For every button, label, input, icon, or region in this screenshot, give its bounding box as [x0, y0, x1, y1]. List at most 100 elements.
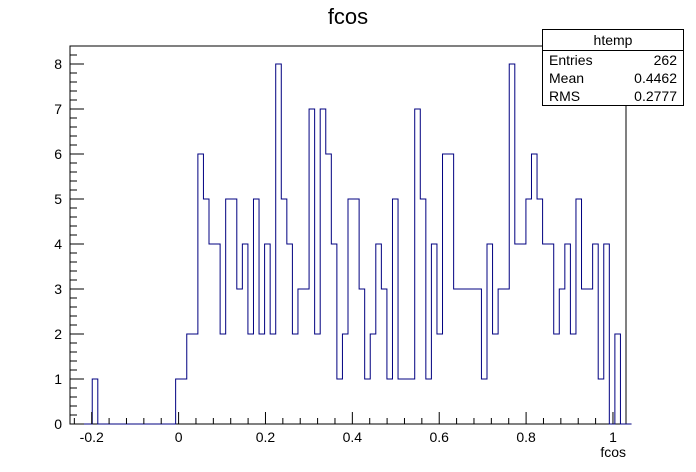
histogram-bin — [582, 289, 588, 424]
histogram-bin — [276, 64, 282, 424]
histogram-bin — [376, 244, 382, 424]
histogram-bin — [298, 289, 304, 424]
y-tick-label: 0 — [54, 416, 62, 432]
histogram-bin — [237, 289, 243, 424]
histogram-bin — [242, 244, 248, 424]
x-tick-label: 0.4 — [343, 429, 363, 445]
histogram-bin — [181, 379, 187, 424]
histogram-bin — [320, 109, 326, 424]
histogram-bin — [443, 154, 449, 424]
stats-rms-row: RMS 0.2777 — [543, 87, 683, 105]
stats-entries-row: Entries 262 — [543, 51, 683, 69]
axis-ticks: -0.2 0 0.2 0.4 0.6 0.8 1 0 1 2 3 4 5 6 7 8 — [54, 54, 617, 445]
histogram-bin — [359, 289, 365, 424]
histogram-bin — [259, 334, 265, 424]
histogram-bin — [565, 244, 571, 424]
histogram-bin — [554, 334, 560, 424]
histogram-bin — [248, 334, 254, 424]
histogram-bin — [365, 379, 371, 424]
histogram-bin — [615, 334, 621, 424]
histogram-bin — [387, 379, 393, 424]
stats-mean-label: Mean — [549, 70, 585, 86]
histogram-bin — [309, 109, 315, 424]
x-axis-label: fcos — [600, 444, 626, 460]
histogram-bin — [331, 244, 337, 424]
stats-box: htemp Entries 262 Mean 0.4462 RMS 0.2777 — [542, 29, 684, 106]
histogram-bin — [531, 154, 537, 424]
x-tick-label: -0.2 — [80, 429, 104, 445]
histogram-bin — [576, 199, 582, 424]
histogram-bin — [548, 244, 554, 424]
stats-mean-row: Mean 0.4462 — [543, 69, 683, 87]
histogram-bin — [337, 379, 343, 424]
x-tick-label: 0.6 — [429, 429, 449, 445]
histogram-bin — [465, 289, 471, 424]
histogram-bin — [281, 199, 287, 424]
y-tick-label: 5 — [54, 191, 62, 207]
histogram-bin — [415, 109, 421, 424]
histogram-bin — [215, 244, 221, 424]
histogram-bin — [543, 244, 549, 424]
histogram-bin — [226, 199, 232, 424]
histogram-bin — [409, 379, 415, 424]
histogram-bin — [570, 334, 576, 424]
x-tick-label: 0.2 — [256, 429, 276, 445]
y-tick-label: 3 — [54, 281, 62, 297]
histogram-bin — [198, 154, 204, 424]
histogram-bin — [493, 334, 499, 424]
histogram-bin — [509, 64, 515, 424]
histogram-bin — [192, 334, 198, 424]
histogram-bin — [454, 289, 460, 424]
histogram-bin — [265, 244, 271, 424]
histogram-bin — [431, 244, 437, 424]
histogram-bin — [504, 289, 510, 424]
x-tick-label: 0.8 — [516, 429, 536, 445]
histogram-bin — [287, 244, 293, 424]
histogram-bin — [253, 199, 259, 424]
histogram-bin — [392, 199, 398, 424]
histogram-bin — [342, 334, 348, 424]
histogram-bin — [231, 199, 237, 424]
histogram-bin — [292, 334, 298, 424]
histogram-bin — [220, 334, 226, 424]
y-tick-label: 2 — [54, 326, 62, 342]
histogram-bin — [515, 244, 521, 424]
chart-title: fcos — [327, 4, 369, 29]
histogram-bin — [187, 334, 193, 424]
stats-rms-value: 0.2777 — [634, 88, 677, 104]
histogram-bin — [370, 334, 376, 424]
stats-entries-label: Entries — [549, 52, 593, 68]
y-tick-label: 6 — [54, 146, 62, 162]
histogram-bin — [437, 334, 443, 424]
histogram-bin — [520, 244, 526, 424]
histogram-bin — [203, 199, 209, 424]
histogram-bin — [459, 289, 465, 424]
histogram-bin — [537, 199, 543, 424]
y-tick-label: 7 — [54, 101, 62, 117]
histogram-bin — [420, 199, 426, 424]
stats-title: htemp — [543, 30, 683, 51]
histogram-bin — [448, 154, 454, 424]
histogram-bin — [476, 289, 482, 424]
histogram-bin — [470, 289, 476, 424]
stats-entries-value: 262 — [653, 52, 677, 68]
histogram-bin — [487, 244, 493, 424]
histogram-bin — [598, 379, 604, 424]
y-tick-label: 8 — [54, 56, 62, 72]
y-tick-label: 1 — [54, 371, 62, 387]
histogram-bin — [404, 379, 410, 424]
histogram-bin — [604, 244, 610, 424]
histogram-bin — [526, 199, 532, 424]
stats-mean-value: 0.4462 — [634, 70, 677, 86]
histogram-bin — [92, 379, 98, 424]
histogram-bin — [498, 289, 504, 424]
histogram-bin — [559, 289, 565, 424]
stats-rms-label: RMS — [549, 88, 581, 104]
histogram-bin — [593, 244, 599, 424]
histogram-bin — [315, 334, 321, 424]
histogram-bin — [381, 289, 387, 424]
x-tick-label: 1 — [609, 429, 617, 445]
histogram-outline — [70, 63, 632, 425]
x-tick-label: 0 — [175, 429, 183, 445]
